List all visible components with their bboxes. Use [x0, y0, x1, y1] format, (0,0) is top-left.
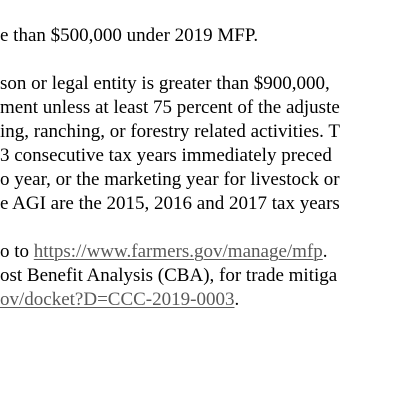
mfp-link-line: o to https://www.farmers.gov/manage/mfp. [0, 240, 328, 264]
text-line-2: son or legal entity is greater than $900… [0, 73, 330, 94]
text-line-4: ing, ranching, or forestry related activ… [0, 121, 340, 142]
text-line-7: e AGI are the 2015, 2016 and 2017 tax ye… [0, 193, 340, 214]
mfp-link-suffix: . [322, 241, 328, 262]
docket-link-line: ov/docket?D=CCC-2019-0003. [0, 288, 239, 312]
text-line-3: ment unless at least 75 percent of the a… [0, 97, 340, 118]
text-line-6: o year, or the marketing year for livest… [0, 169, 340, 190]
mfp-link[interactable]: https://www.farmers.gov/manage/mfp [33, 241, 323, 262]
docket-link[interactable]: ov/docket?D=CCC-2019-0003 [0, 289, 235, 310]
cba-line: ost Benefit Analysis (CBA), for trade mi… [0, 265, 338, 286]
text-line-1: e than $500,000 under 2019 MFP. [0, 25, 259, 46]
docket-link-suffix: . [234, 289, 240, 310]
text-line-5: 3 consecutive tax years immediately prec… [0, 145, 332, 166]
mfp-link-prefix: o to [0, 241, 34, 262]
